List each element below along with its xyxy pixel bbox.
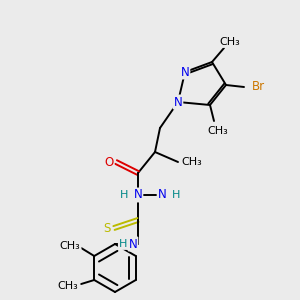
- Text: N: N: [134, 188, 142, 202]
- Text: H: H: [172, 190, 180, 200]
- Text: CH₃: CH₃: [220, 37, 240, 47]
- Text: CH₃: CH₃: [182, 157, 203, 167]
- Text: N: N: [129, 238, 137, 250]
- Text: N: N: [181, 65, 189, 79]
- Text: N: N: [158, 188, 166, 202]
- Text: O: O: [104, 155, 114, 169]
- Text: S: S: [103, 221, 111, 235]
- Text: CH₃: CH₃: [60, 241, 81, 251]
- Text: CH₃: CH₃: [58, 281, 79, 291]
- Text: N: N: [174, 95, 182, 109]
- Text: CH₃: CH₃: [208, 126, 228, 136]
- Text: Br: Br: [251, 80, 265, 94]
- Text: H: H: [120, 190, 128, 200]
- Text: H: H: [119, 239, 127, 249]
